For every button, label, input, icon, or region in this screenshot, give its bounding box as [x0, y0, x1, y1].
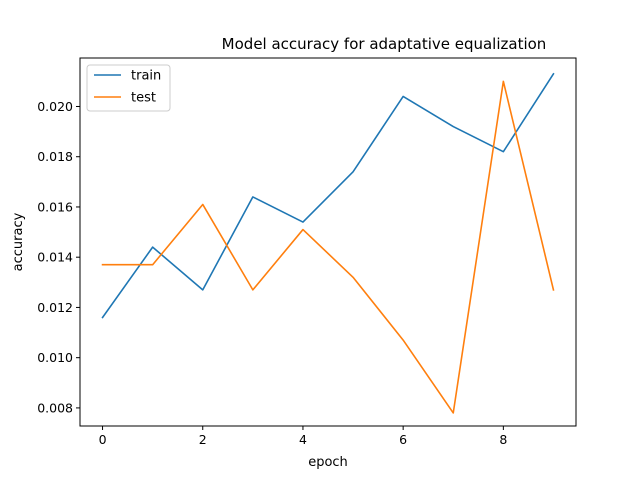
chart-title: Model accuracy for adaptative equalizati… — [222, 35, 547, 53]
series-lines — [101, 72, 555, 414]
y-tick-label: 0.020 — [37, 99, 73, 114]
y-tick-label: 0.012 — [37, 300, 73, 315]
plot-area — [79, 57, 577, 427]
x-tick-label: 8 — [499, 432, 507, 447]
x-tick-label: 4 — [299, 432, 307, 447]
series-line-test — [101, 80, 555, 414]
y-axis-label: accuracy — [11, 212, 26, 271]
series-line-train — [101, 72, 555, 319]
x-tick-label: 0 — [99, 432, 107, 447]
x-tick-label: 6 — [399, 432, 407, 447]
x-axis-label: epoch — [308, 455, 348, 470]
y-tick-label: 0.014 — [37, 250, 73, 265]
legend-box — [86, 64, 171, 112]
legend-label-train: train — [131, 69, 161, 84]
y-tick-label: 0.016 — [37, 199, 73, 214]
y-tick-label: 0.008 — [37, 400, 73, 415]
legend: train test — [86, 64, 171, 112]
axis-ticks: 0 2 4 6 8 0.008 0.010 0.012 0.014 0.016 0.018 0.020 — [37, 99, 507, 447]
y-tick-label: 0.018 — [37, 149, 73, 164]
y-tick-label: 0.010 — [37, 350, 73, 365]
legend-label-test: test — [131, 91, 156, 106]
x-tick-label: 2 — [199, 432, 207, 447]
